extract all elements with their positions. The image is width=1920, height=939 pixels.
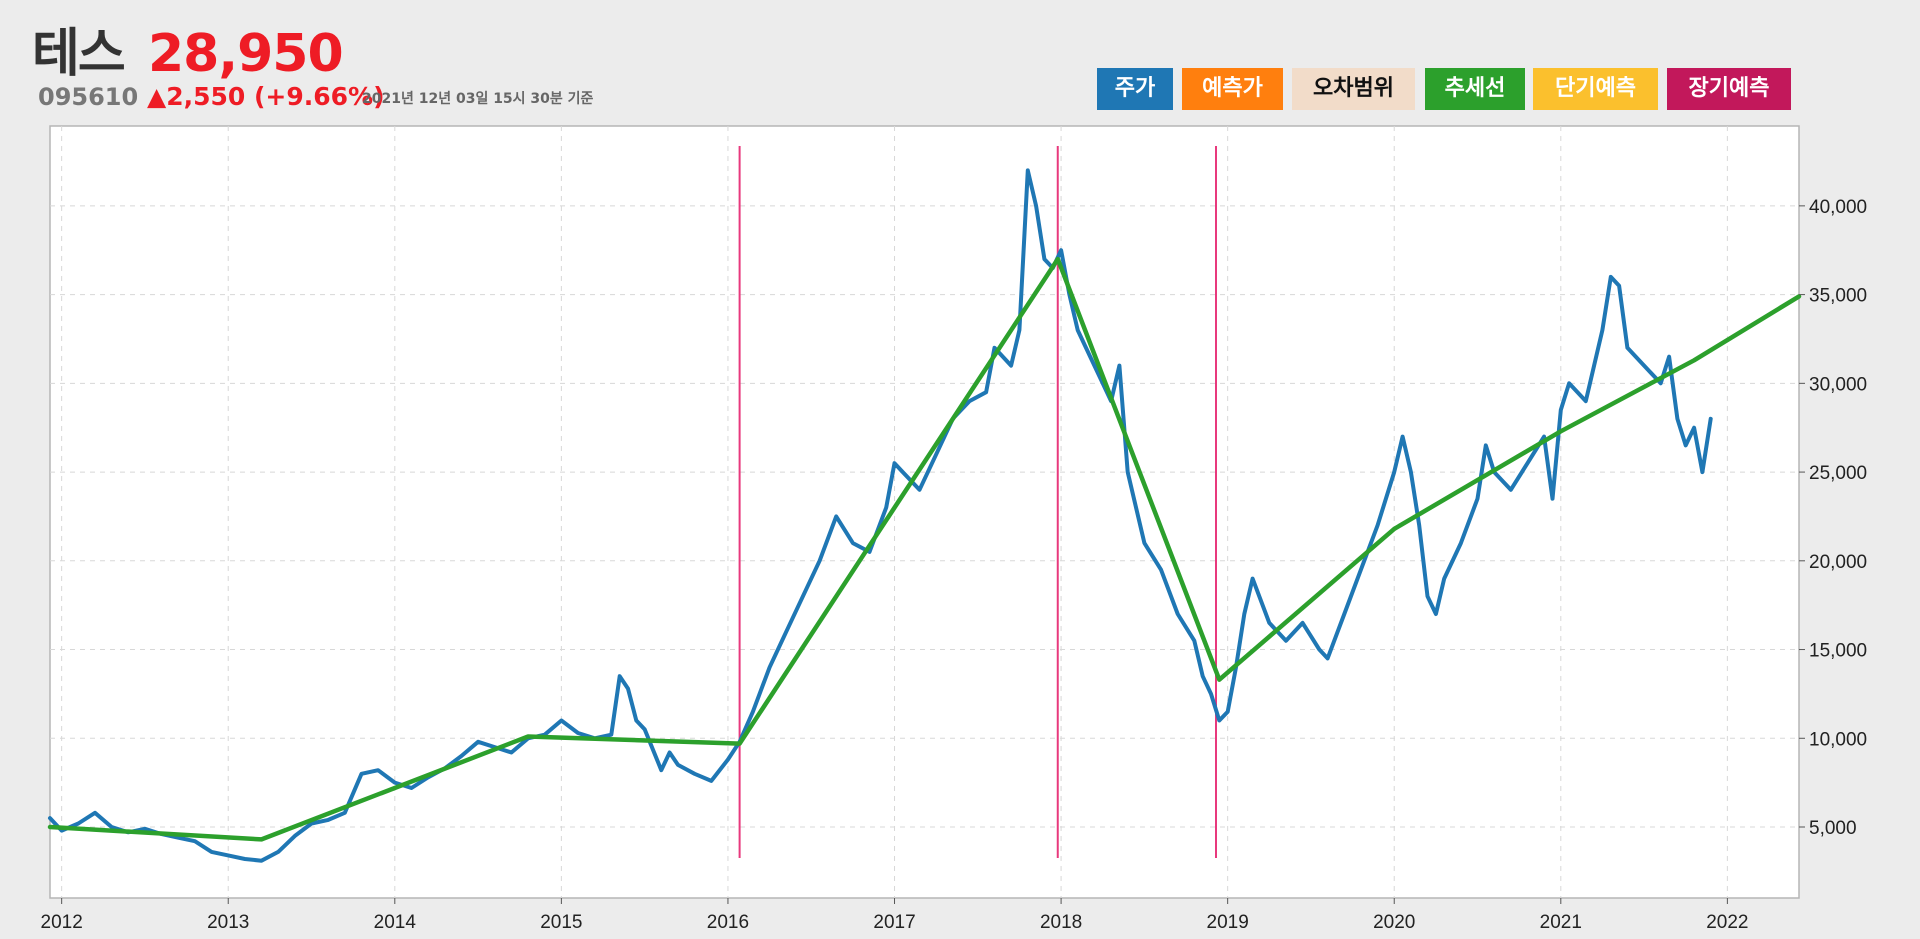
x-tick-label: 2013 bbox=[207, 912, 249, 933]
x-tick-label: 2022 bbox=[1706, 912, 1748, 933]
x-tick-label: 2018 bbox=[1040, 912, 1082, 933]
legend-error-range-button[interactable]: 오차범위 bbox=[1292, 68, 1415, 110]
stock-header: 테스 28,950 095610 ▲2,550 (+9.66%) 2021년 1… bbox=[0, 0, 1920, 125]
y-tick-label: 35,000 bbox=[1809, 286, 1867, 307]
chart-series bbox=[47, 168, 1802, 863]
x-tick-label: 2019 bbox=[1207, 912, 1249, 933]
x-tick-label: 2021 bbox=[1540, 912, 1582, 933]
stock-name: 테스 bbox=[32, 24, 126, 84]
y-tick-label: 15,000 bbox=[1809, 641, 1867, 662]
y-tick-label: 20,000 bbox=[1809, 552, 1867, 573]
x-tick-label: 2017 bbox=[873, 912, 915, 933]
legend-forecast-button[interactable]: 예측가 bbox=[1182, 68, 1283, 110]
y-tick-label: 40,000 bbox=[1809, 197, 1867, 218]
x-tick-label: 2015 bbox=[540, 912, 582, 933]
plot-area bbox=[49, 125, 1800, 899]
stock-price: 28,950 bbox=[148, 24, 344, 84]
stock-code: 095610 bbox=[38, 83, 139, 111]
stock-timestamp: 2021년 12년 03일 15시 30분 기준 bbox=[362, 91, 594, 107]
axis-ticks: 2012 2013 2014 2015 2016 2017 2018 2019 2020 2021… bbox=[41, 197, 1868, 933]
x-tick-label: 2020 bbox=[1373, 912, 1415, 933]
legend-long-term-button[interactable]: 장기예측 bbox=[1667, 68, 1791, 110]
y-tick-label: 5,000 bbox=[1809, 818, 1857, 839]
y-tick-label: 25,000 bbox=[1809, 463, 1867, 484]
x-tick-label: 2014 bbox=[374, 912, 417, 933]
legend-price-button[interactable]: 주가 bbox=[1097, 68, 1173, 110]
legend-trendline-button[interactable]: 추세선 bbox=[1425, 68, 1525, 110]
y-tick-label: 30,000 bbox=[1809, 374, 1867, 395]
legend-short-term-button[interactable]: 단기예측 bbox=[1533, 68, 1658, 110]
x-tick-label: 2016 bbox=[707, 912, 749, 933]
stock-change: ▲2,550 (+9.66%) bbox=[147, 82, 385, 111]
x-tick-label: 2012 bbox=[41, 912, 83, 933]
grid-lines bbox=[50, 126, 1799, 898]
series-trendline bbox=[47, 256, 1802, 842]
y-tick-label: 10,000 bbox=[1809, 729, 1867, 750]
